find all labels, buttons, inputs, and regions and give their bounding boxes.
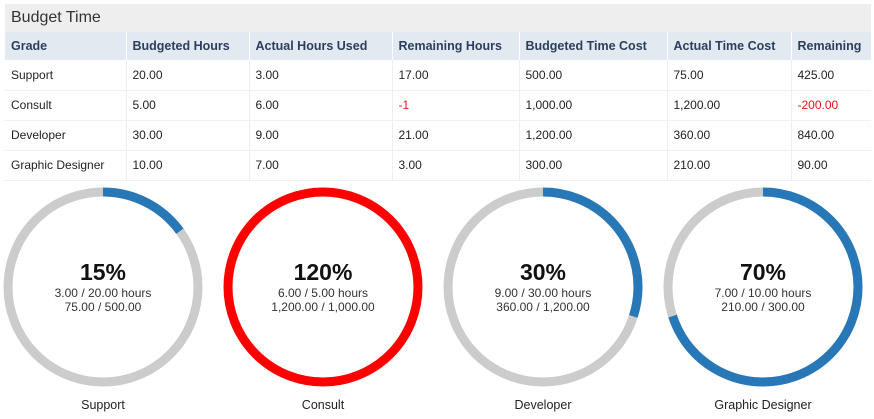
cell-remaining: 425.00 (790, 60, 871, 91)
cell-actual-hours-used: 7.00 (248, 150, 392, 181)
cell-budgeted-time-cost: 1,200.00 (518, 120, 667, 151)
gauge-hours: 6.00 / 5.00 hours (277, 286, 369, 300)
gauge-progress-arc (443, 187, 643, 387)
cell-actual-time-cost: 75.00 (666, 60, 791, 91)
cell-remaining-hours: 21.00 (391, 120, 519, 151)
cell-actual-hours-used: 6.00 (248, 90, 392, 121)
gauge-support[interactable]: 15% 3.00 / 20.00 hours 75.00 / 500.00 Su… (0, 184, 210, 419)
gauge-cost: 75.00 / 500.00 (64, 300, 142, 314)
panel-title: Budget Time (5, 4, 871, 32)
table-row[interactable]: Consult 5.00 6.00 -1 1,000.00 1,200.00 -… (5, 90, 871, 121)
gauge-hours: 9.00 / 30.00 hours (494, 286, 592, 300)
gauge-ring (443, 187, 643, 387)
cell-actual-time-cost: 210.00 (666, 150, 791, 181)
gauge-percent: 120% (293, 259, 353, 285)
gauge-hours: 3.00 / 20.00 hours (54, 286, 152, 300)
gauge-label: Consult (301, 398, 345, 412)
cell-remaining: 840.00 (790, 120, 871, 151)
gauge-progress-arc (663, 187, 863, 387)
gauge-ring (223, 187, 423, 387)
gauge-label: Developer (514, 398, 572, 412)
gauge-ring (3, 187, 203, 387)
column-header-remaining-hours[interactable]: Remaining Hours (391, 32, 519, 60)
gauge-track (223, 187, 423, 387)
gauge-row: 15% 3.00 / 20.00 hours 75.00 / 500.00 Su… (0, 184, 874, 419)
gauge-center: 15% 3.00 / 20.00 hours 75.00 / 500.00 (0, 258, 206, 314)
table-header-row: Grade Budgeted Hours Actual Hours Used R… (5, 32, 871, 60)
gauge-cost: 360.00 / 1,200.00 (496, 300, 590, 314)
gauge-ring (663, 187, 863, 387)
cell-budgeted-hours: 10.00 (125, 150, 249, 181)
cell-actual-hours-used: 9.00 (248, 120, 392, 151)
gauge-developer[interactable]: 30% 9.00 / 30.00 hours 360.00 / 1,200.00… (440, 184, 650, 419)
gauge-percent: 15% (79, 259, 127, 285)
gauge-label: Support (81, 398, 125, 412)
gauge-center: 70% 7.00 / 10.00 hours 210.00 / 300.00 (660, 258, 866, 314)
column-header-grade[interactable]: Grade (5, 32, 126, 60)
cell-budgeted-hours: 5.00 (125, 90, 249, 121)
cell-grade: Consult (5, 90, 126, 121)
cell-actual-time-cost: 1,200.00 (666, 90, 791, 121)
cell-budgeted-time-cost: 500.00 (518, 60, 667, 91)
cell-remaining: -200.00 (790, 90, 871, 121)
cell-budgeted-hours: 30.00 (125, 120, 249, 151)
column-header-actual-time-cost[interactable]: Actual Time Cost (666, 32, 791, 60)
column-header-budgeted-time-cost[interactable]: Budgeted Time Cost (518, 32, 667, 60)
cell-remaining: 90.00 (790, 150, 871, 181)
column-header-budgeted-hours[interactable]: Budgeted Hours (125, 32, 249, 60)
gauge-hours: 7.00 / 10.00 hours (714, 286, 812, 300)
cell-budgeted-hours: 20.00 (125, 60, 249, 91)
budget-time-table: Grade Budgeted Hours Actual Hours Used R… (5, 32, 871, 181)
gauge-center: 120% 6.00 / 5.00 hours 1,200.00 / 1,000.… (220, 258, 426, 314)
column-header-actual-hours-used[interactable]: Actual Hours Used (248, 32, 392, 60)
gauge-cost: 1,200.00 / 1,000.00 (271, 300, 375, 314)
gauge-consult[interactable]: 120% 6.00 / 5.00 hours 1,200.00 / 1,000.… (220, 184, 430, 419)
table-row[interactable]: Support 20.00 3.00 17.00 500.00 75.00 42… (5, 60, 871, 91)
cell-grade: Graphic Designer (5, 150, 126, 181)
gauge-percent: 70% (739, 259, 787, 285)
cell-grade: Support (5, 60, 126, 91)
cell-actual-hours-used: 3.00 (248, 60, 392, 91)
table-row[interactable]: Developer 30.00 9.00 21.00 1,200.00 360.… (5, 120, 871, 151)
cell-budgeted-time-cost: 300.00 (518, 150, 667, 181)
cell-remaining-hours: -1 (391, 90, 519, 121)
table-row[interactable]: Graphic Designer 10.00 7.00 3.00 300.00 … (5, 150, 871, 181)
gauge-percent: 30% (519, 259, 567, 285)
gauge-cost: 210.00 / 300.00 (721, 300, 805, 314)
cell-grade: Developer (5, 120, 126, 151)
cell-budgeted-time-cost: 1,000.00 (518, 90, 667, 121)
cell-actual-time-cost: 360.00 (666, 120, 791, 151)
cell-remaining-hours: 17.00 (391, 60, 519, 91)
column-header-remaining[interactable]: Remaining (790, 32, 871, 60)
gauge-label: Graphic Designer (714, 398, 812, 412)
gauge-progress-arc (3, 187, 203, 387)
gauge-center: 30% 9.00 / 30.00 hours 360.00 / 1,200.00 (440, 258, 646, 314)
gauge-graphic-designer[interactable]: 70% 7.00 / 10.00 hours 210.00 / 300.00 G… (660, 184, 870, 419)
cell-remaining-hours: 3.00 (391, 150, 519, 181)
